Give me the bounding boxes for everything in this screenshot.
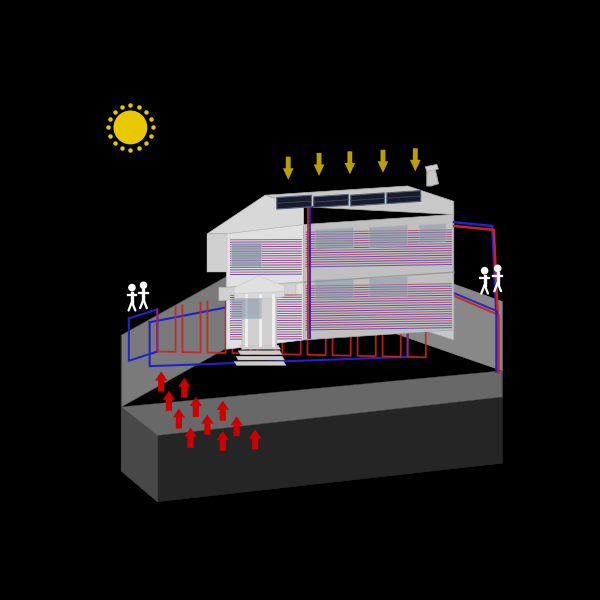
Polygon shape — [344, 151, 355, 175]
Circle shape — [140, 281, 148, 289]
Polygon shape — [427, 167, 439, 186]
Polygon shape — [410, 148, 421, 172]
Polygon shape — [121, 335, 157, 502]
Polygon shape — [236, 356, 284, 360]
Polygon shape — [173, 409, 185, 428]
Polygon shape — [190, 397, 202, 417]
Polygon shape — [121, 397, 502, 502]
Polygon shape — [235, 287, 284, 301]
Polygon shape — [242, 295, 277, 349]
Polygon shape — [238, 351, 282, 355]
Polygon shape — [425, 164, 439, 172]
Polygon shape — [350, 193, 385, 206]
Polygon shape — [155, 371, 167, 392]
Circle shape — [128, 284, 136, 292]
Polygon shape — [201, 415, 214, 434]
Polygon shape — [217, 401, 229, 421]
Polygon shape — [419, 224, 446, 243]
Polygon shape — [208, 233, 227, 272]
Polygon shape — [387, 191, 421, 203]
Polygon shape — [369, 276, 407, 298]
Polygon shape — [240, 346, 281, 349]
Polygon shape — [277, 195, 311, 209]
Polygon shape — [157, 397, 502, 502]
Circle shape — [494, 265, 502, 272]
Polygon shape — [121, 407, 157, 502]
Polygon shape — [121, 232, 502, 407]
Polygon shape — [163, 391, 175, 411]
Polygon shape — [121, 371, 502, 436]
Polygon shape — [265, 186, 454, 214]
Polygon shape — [249, 429, 262, 449]
Polygon shape — [230, 298, 262, 319]
Polygon shape — [178, 377, 190, 398]
Polygon shape — [304, 214, 454, 340]
Polygon shape — [308, 232, 502, 371]
Polygon shape — [219, 282, 304, 301]
Polygon shape — [377, 150, 388, 173]
Polygon shape — [184, 428, 197, 448]
Polygon shape — [217, 431, 229, 451]
Polygon shape — [283, 157, 293, 180]
Polygon shape — [230, 416, 243, 436]
Polygon shape — [227, 224, 304, 349]
Circle shape — [113, 110, 148, 145]
Polygon shape — [235, 276, 284, 294]
Polygon shape — [314, 153, 325, 176]
Polygon shape — [315, 278, 354, 300]
Polygon shape — [235, 362, 286, 365]
Polygon shape — [230, 243, 262, 266]
Circle shape — [481, 267, 488, 274]
Polygon shape — [208, 195, 304, 233]
Polygon shape — [314, 194, 349, 208]
Polygon shape — [369, 225, 407, 248]
Polygon shape — [227, 266, 454, 347]
Polygon shape — [315, 227, 354, 250]
